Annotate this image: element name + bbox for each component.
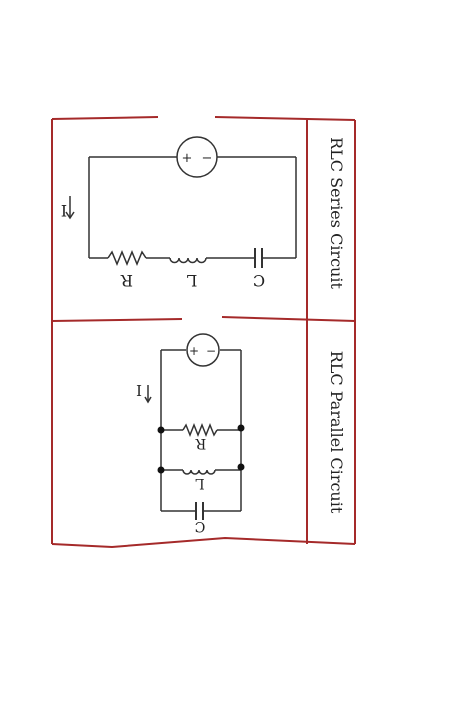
parallel-source-minus: − [206,344,216,358]
parallel-labels: + − I R L C RLC Parallel Circuit [136,344,346,534]
parallel-current-arrowhead [144,396,152,404]
frame-bottom [51,536,356,549]
series-voltage-source [176,136,218,178]
panel-divider-left [51,318,183,322]
series-circuit-title: RLC Series Circuit [327,137,346,289]
frame-top-left [51,116,159,120]
junction-dot [157,426,165,434]
junction-dot [237,463,245,471]
parallel-capacitor-label: C [195,518,206,534]
parallel-inductor [182,469,216,475]
parallel-resistor-label: R [195,435,206,451]
panel-frame [51,116,356,549]
series-current-label: I [61,201,67,220]
parallel-junctions [157,424,245,474]
series-current-arrowhead [65,211,75,220]
parallel-voltage-source [186,333,220,367]
frame-top-right [214,116,356,121]
junction-dot [237,424,245,432]
panel-divider-right [221,316,356,322]
parallel-resistor [182,422,218,438]
series-resistor-label: R [120,271,133,290]
junction-dot [157,466,165,474]
series-circuit [65,136,297,268]
parallel-current-label: I [136,381,142,399]
series-capacitor-label: C [253,271,265,290]
series-inductor-label: L [186,271,197,290]
parallel-source-plus: + [189,344,199,358]
series-source-minus: − [202,151,213,166]
series-inductor [169,257,207,264]
series-source-plus: + [182,151,193,166]
parallel-inductor-label: L [195,475,204,491]
series-resistor [107,250,147,266]
series-labels: + − I R L C RLC Series Circuit [61,137,346,290]
parallel-circuit-title: RLC Parallel Circuit [327,351,346,514]
